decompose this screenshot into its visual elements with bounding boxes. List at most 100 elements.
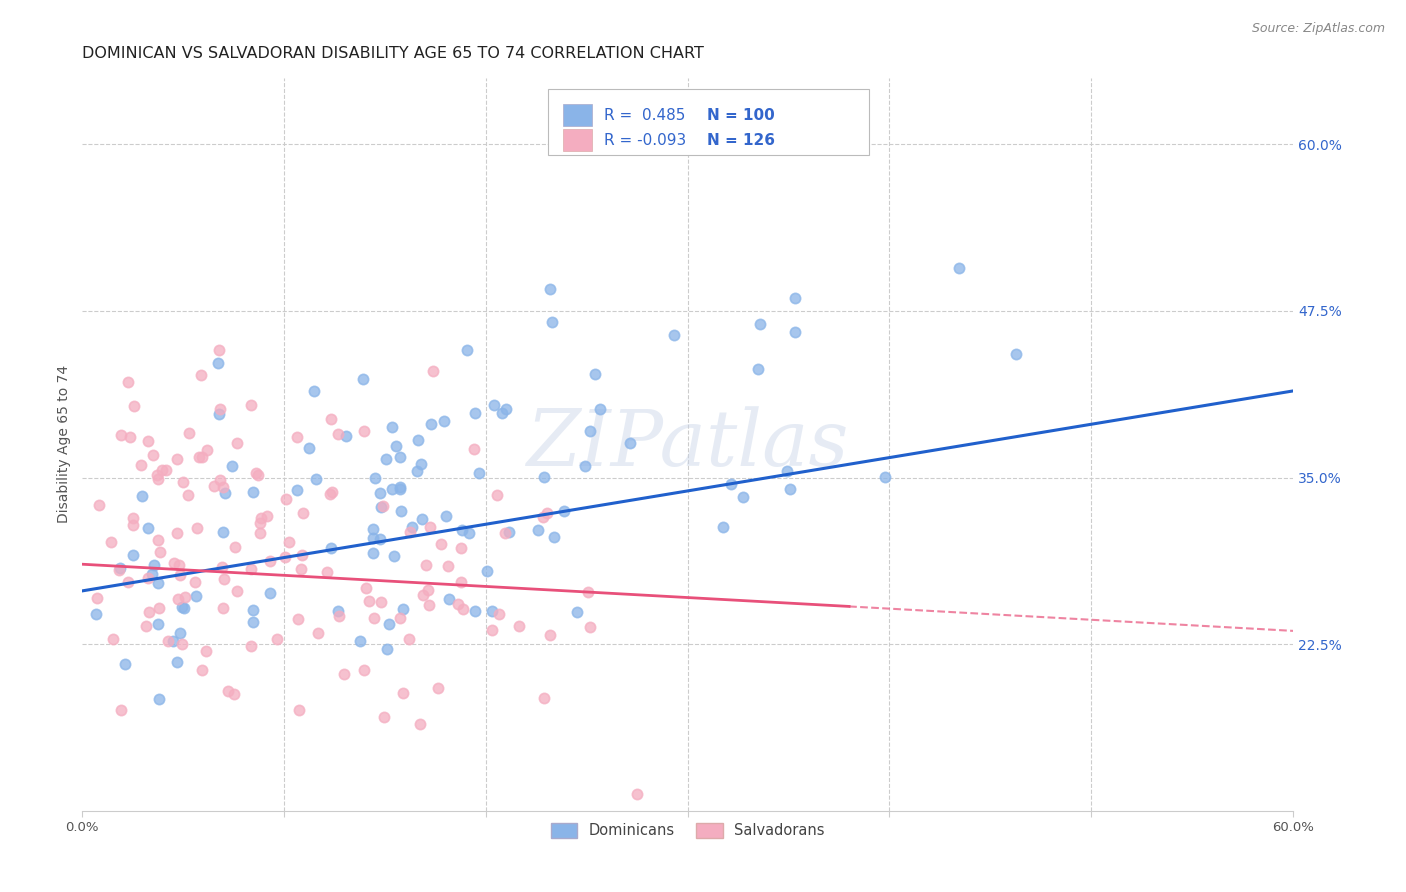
Point — [177, 425, 200, 440]
Point — [250, 511, 273, 525]
Point — [464, 406, 486, 420]
Point — [553, 504, 575, 518]
Point — [266, 632, 288, 647]
Point — [418, 598, 440, 612]
Point — [1005, 347, 1028, 361]
Point — [242, 485, 264, 500]
Point — [779, 482, 801, 496]
Point — [259, 554, 281, 568]
Point — [212, 572, 235, 586]
Point — [155, 463, 177, 477]
Point — [136, 434, 159, 449]
Point — [720, 477, 742, 491]
Point — [131, 489, 153, 503]
Point — [406, 465, 429, 479]
Point — [173, 601, 195, 615]
Point — [411, 512, 433, 526]
Point — [398, 632, 420, 647]
Point — [146, 467, 169, 482]
Point — [211, 524, 233, 539]
Point — [458, 525, 481, 540]
Point — [290, 562, 312, 576]
Point — [221, 459, 243, 474]
Point — [406, 433, 429, 447]
Point — [488, 607, 510, 621]
Point — [579, 620, 602, 634]
Point — [166, 452, 188, 467]
Point — [419, 520, 441, 534]
Point — [208, 402, 231, 417]
Point — [287, 612, 309, 626]
Point — [948, 261, 970, 276]
Point — [446, 598, 468, 612]
Point — [186, 589, 208, 603]
Point — [619, 436, 641, 450]
Point — [186, 520, 208, 534]
Point — [148, 600, 170, 615]
Point — [538, 282, 561, 296]
Point — [242, 615, 264, 630]
Point — [187, 450, 209, 465]
Point — [120, 430, 142, 444]
Point — [157, 633, 180, 648]
Point — [249, 525, 271, 540]
Point — [538, 628, 561, 642]
Point — [415, 558, 437, 572]
Point — [540, 315, 562, 329]
Point — [481, 604, 503, 618]
Point — [121, 548, 143, 562]
Point — [202, 479, 225, 493]
FancyBboxPatch shape — [562, 129, 592, 151]
FancyBboxPatch shape — [548, 88, 869, 154]
Point — [749, 317, 772, 331]
Point — [381, 482, 404, 496]
Point — [388, 610, 411, 624]
Point — [378, 616, 401, 631]
Point — [142, 448, 165, 462]
Point — [191, 663, 214, 677]
Point — [89, 498, 111, 512]
Point — [167, 558, 190, 572]
Point — [333, 667, 356, 681]
Point — [170, 600, 193, 615]
Point — [381, 420, 404, 434]
Point — [291, 548, 314, 562]
Point — [249, 516, 271, 530]
Point — [224, 540, 246, 554]
Text: R =  0.485: R = 0.485 — [605, 108, 686, 122]
Point — [463, 442, 485, 457]
Point — [163, 556, 186, 570]
Point — [388, 450, 411, 464]
Text: R = -0.093: R = -0.093 — [605, 133, 686, 148]
Point — [574, 458, 596, 473]
Point — [174, 590, 197, 604]
Point — [398, 525, 420, 540]
Point — [321, 484, 343, 499]
Point — [411, 457, 433, 471]
Point — [361, 531, 384, 545]
Point — [148, 692, 170, 706]
Y-axis label: Disability Age 65 to 74: Disability Age 65 to 74 — [58, 365, 72, 524]
Point — [733, 490, 755, 504]
Point — [319, 541, 342, 555]
Legend: Dominicans, Salvadorans: Dominicans, Salvadorans — [544, 817, 831, 844]
Point — [359, 593, 381, 607]
Point — [873, 470, 896, 484]
Point — [533, 470, 555, 484]
Point — [162, 634, 184, 648]
Point — [138, 605, 160, 619]
Point — [224, 687, 246, 701]
Point — [412, 588, 434, 602]
Point — [783, 325, 806, 339]
Point — [247, 467, 270, 482]
Point — [361, 522, 384, 536]
Point — [495, 401, 517, 416]
Point — [302, 384, 325, 398]
Point — [370, 500, 392, 514]
Text: ZIPatlas: ZIPatlas — [526, 406, 849, 483]
Point — [86, 591, 108, 606]
Point — [259, 586, 281, 600]
Point — [382, 549, 405, 563]
Point — [211, 559, 233, 574]
Point — [169, 568, 191, 582]
